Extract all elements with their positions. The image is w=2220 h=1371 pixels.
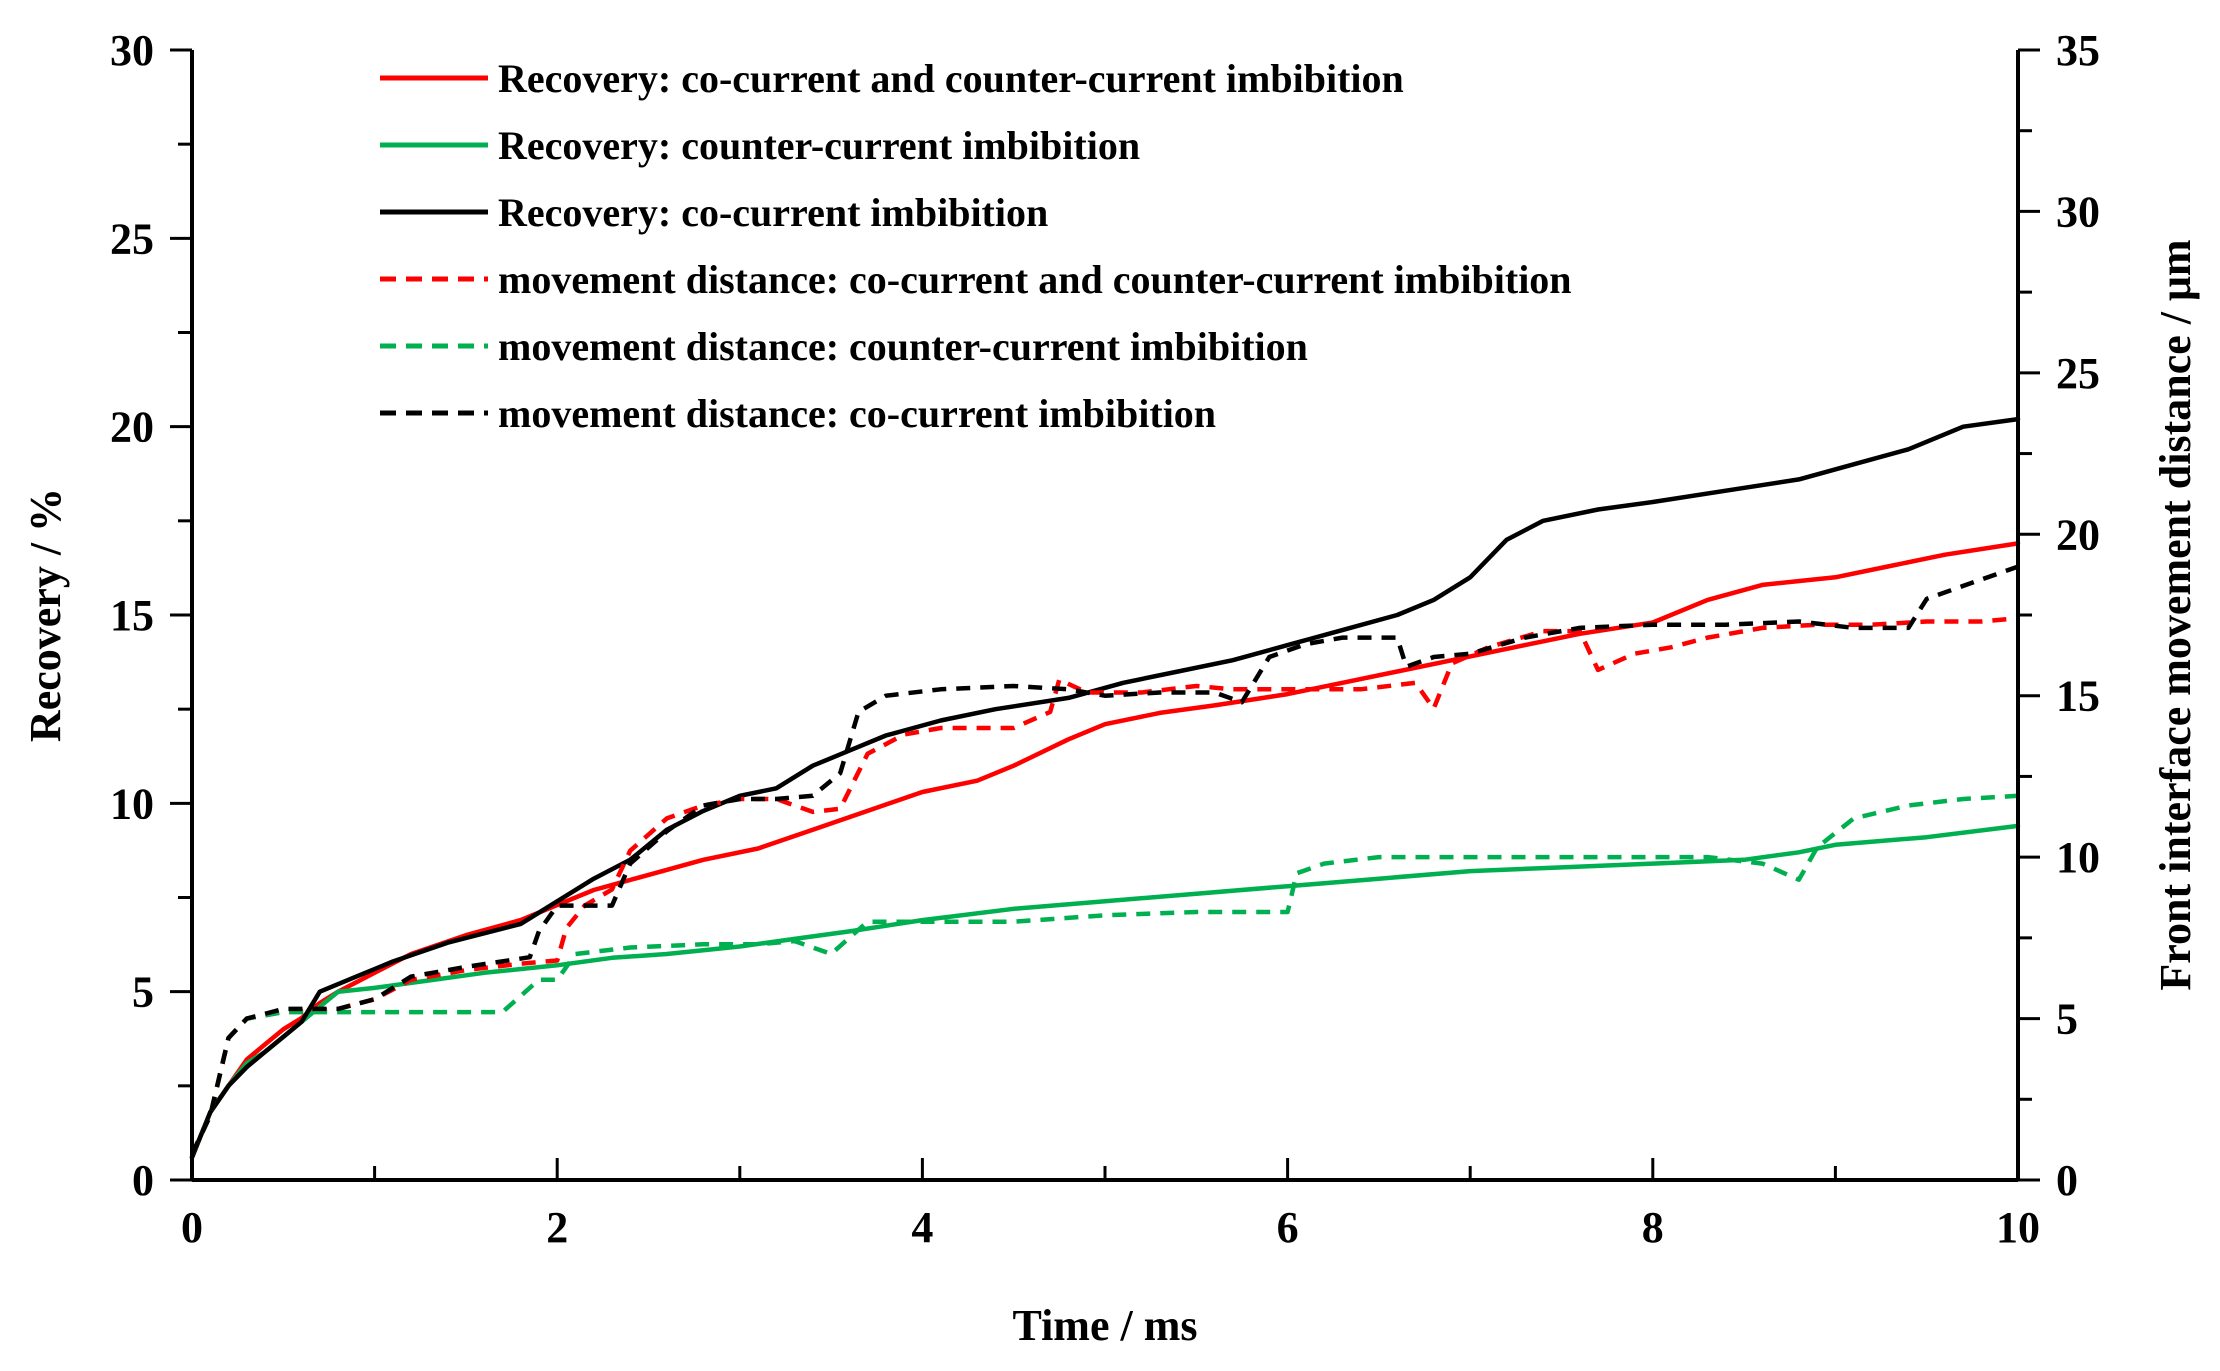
y-tick-label: 0: [132, 1156, 154, 1205]
series-line-1: [189, 541, 2021, 1160]
tick-labels: 0 2 4 6 8 10 0 5 10 15 20 25 30 0 5 10 15 20 25 30 35: [110, 26, 2100, 1252]
y2-tick-label: 30: [2056, 187, 2100, 236]
y2-axis-title: Front interface movement distance / μm: [2151, 239, 2200, 990]
y-tick-label: 20: [110, 403, 154, 452]
legend-label-4: movement distance: co-current and counte…: [498, 257, 1572, 302]
x-tick-label: 8: [1642, 1203, 1664, 1252]
y-tick-label: 25: [110, 214, 154, 263]
y2-tick-label: 35: [2056, 26, 2100, 75]
series-line-4: [189, 615, 2019, 1156]
legend-label-2: Recovery: counter-current imbibition: [498, 123, 1140, 168]
y-tick-label: 10: [110, 779, 154, 828]
y2-tick-label: 0: [2056, 1156, 2078, 1205]
series-line-3: [189, 416, 2021, 1160]
y2-tick-label: 20: [2056, 510, 2100, 559]
y-tick-label: 30: [110, 26, 154, 75]
plot-lines: [189, 416, 2021, 1160]
series-line-5: [189, 793, 2019, 1156]
y2-tick-label: 5: [2056, 995, 2078, 1044]
y-axis-title: Recovery / %: [21, 488, 70, 742]
x-tick-label: 10: [1996, 1203, 2040, 1252]
x-tick-label: 6: [1277, 1203, 1299, 1252]
y2-tick-label: 10: [2056, 833, 2100, 882]
x-tick-label: 0: [181, 1203, 203, 1252]
y2-tick-label: 25: [2056, 349, 2100, 398]
x-tick-label: 2: [546, 1203, 568, 1252]
legend-label-1: Recovery: co-current and counter-current…: [498, 56, 1404, 101]
legend-label-3: Recovery: co-current imbibition: [498, 190, 1048, 235]
legend: Recovery: co-current and counter-current…: [380, 56, 1572, 436]
legend-label-6: movement distance: co-current imbibition: [498, 391, 1216, 436]
x-tick-label: 4: [911, 1203, 933, 1252]
ticks: [170, 48, 2040, 1182]
legend-label-5: movement distance: counter-current imbib…: [498, 324, 1308, 369]
y2-tick-label: 15: [2056, 672, 2100, 721]
y-tick-label: 5: [132, 968, 154, 1017]
y-tick-label: 15: [110, 591, 154, 640]
x-axis-title: Time / ms: [1013, 1301, 1198, 1350]
